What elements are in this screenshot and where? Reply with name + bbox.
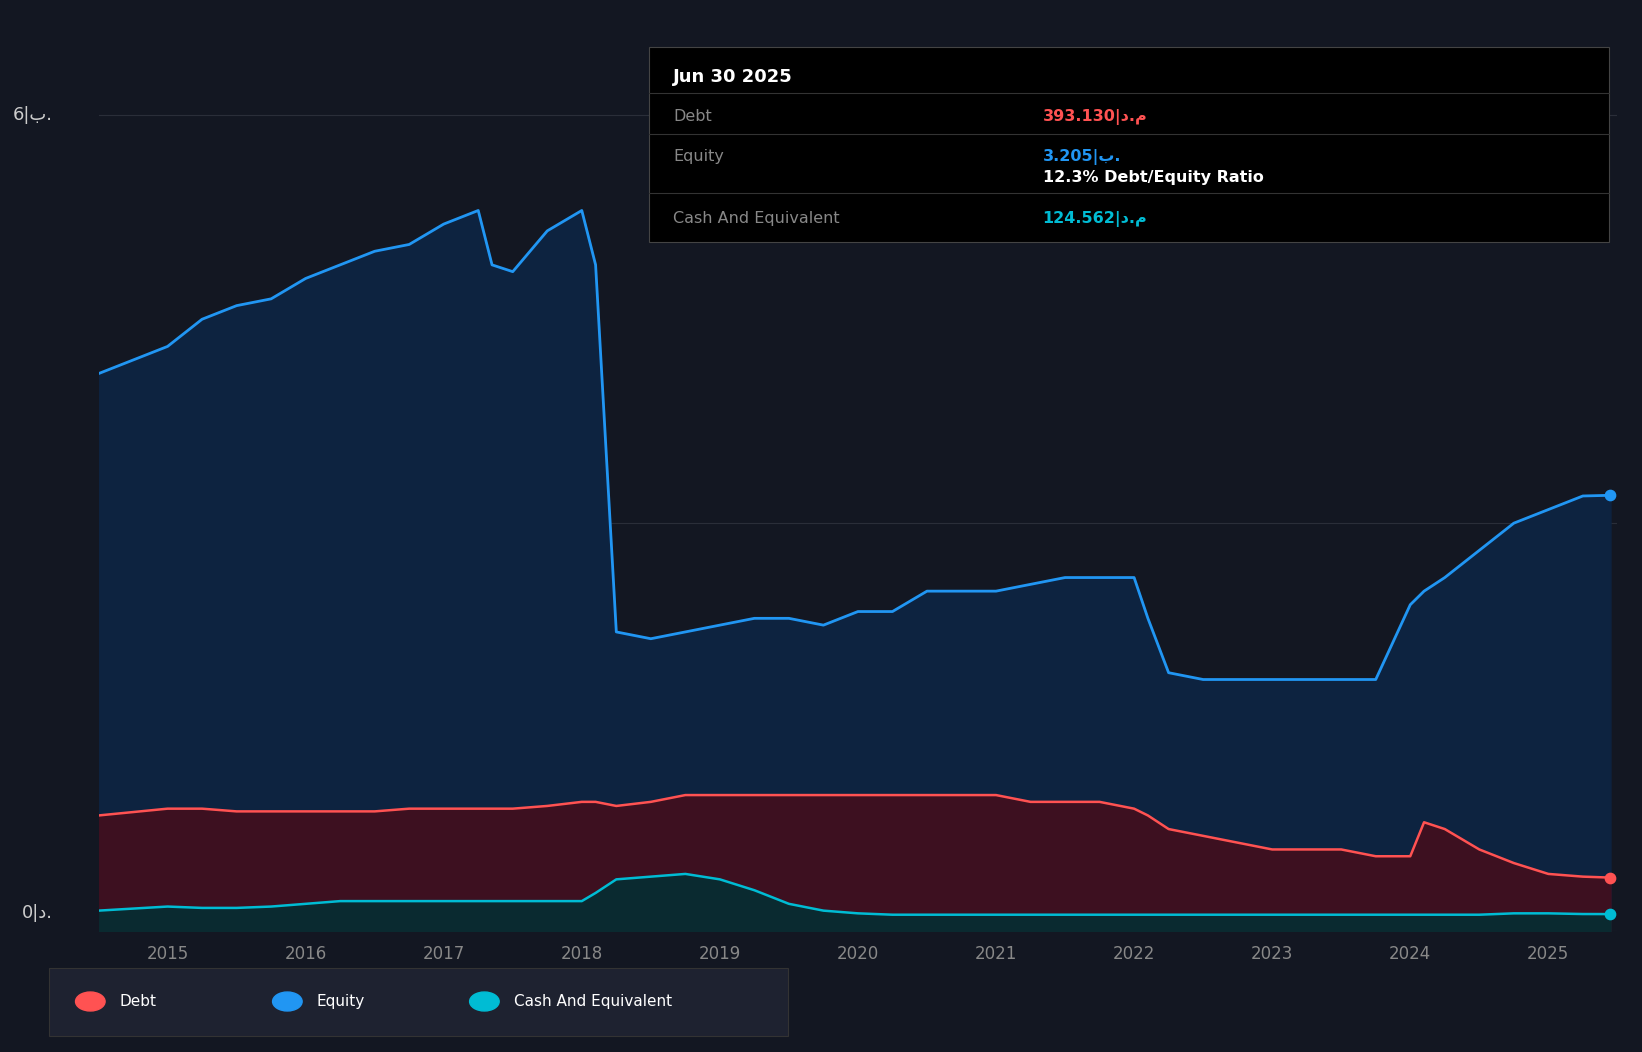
Point: [1598, 869, 1624, 886]
Text: Equity: Equity: [673, 149, 724, 164]
Text: 6|ب.: 6|ب.: [13, 106, 53, 124]
Text: Cash And Equivalent: Cash And Equivalent: [514, 994, 672, 1009]
Text: Debt: Debt: [120, 994, 158, 1009]
Point: [1598, 487, 1624, 504]
Text: 3.205|ب.: 3.205|ب.: [1043, 148, 1121, 165]
Text: 393.130|د.م: 393.130|د.م: [1043, 108, 1148, 125]
Text: 124.562|د.م: 124.562|د.م: [1043, 210, 1148, 227]
Text: 0|د.: 0|د.: [21, 905, 53, 923]
Text: Equity: Equity: [317, 994, 365, 1009]
Point: [1598, 906, 1624, 923]
Text: Cash And Equivalent: Cash And Equivalent: [673, 211, 839, 226]
Text: Debt: Debt: [673, 109, 713, 124]
Text: Jun 30 2025: Jun 30 2025: [673, 67, 793, 86]
Text: 12.3% Debt/Equity Ratio: 12.3% Debt/Equity Ratio: [1043, 170, 1264, 185]
